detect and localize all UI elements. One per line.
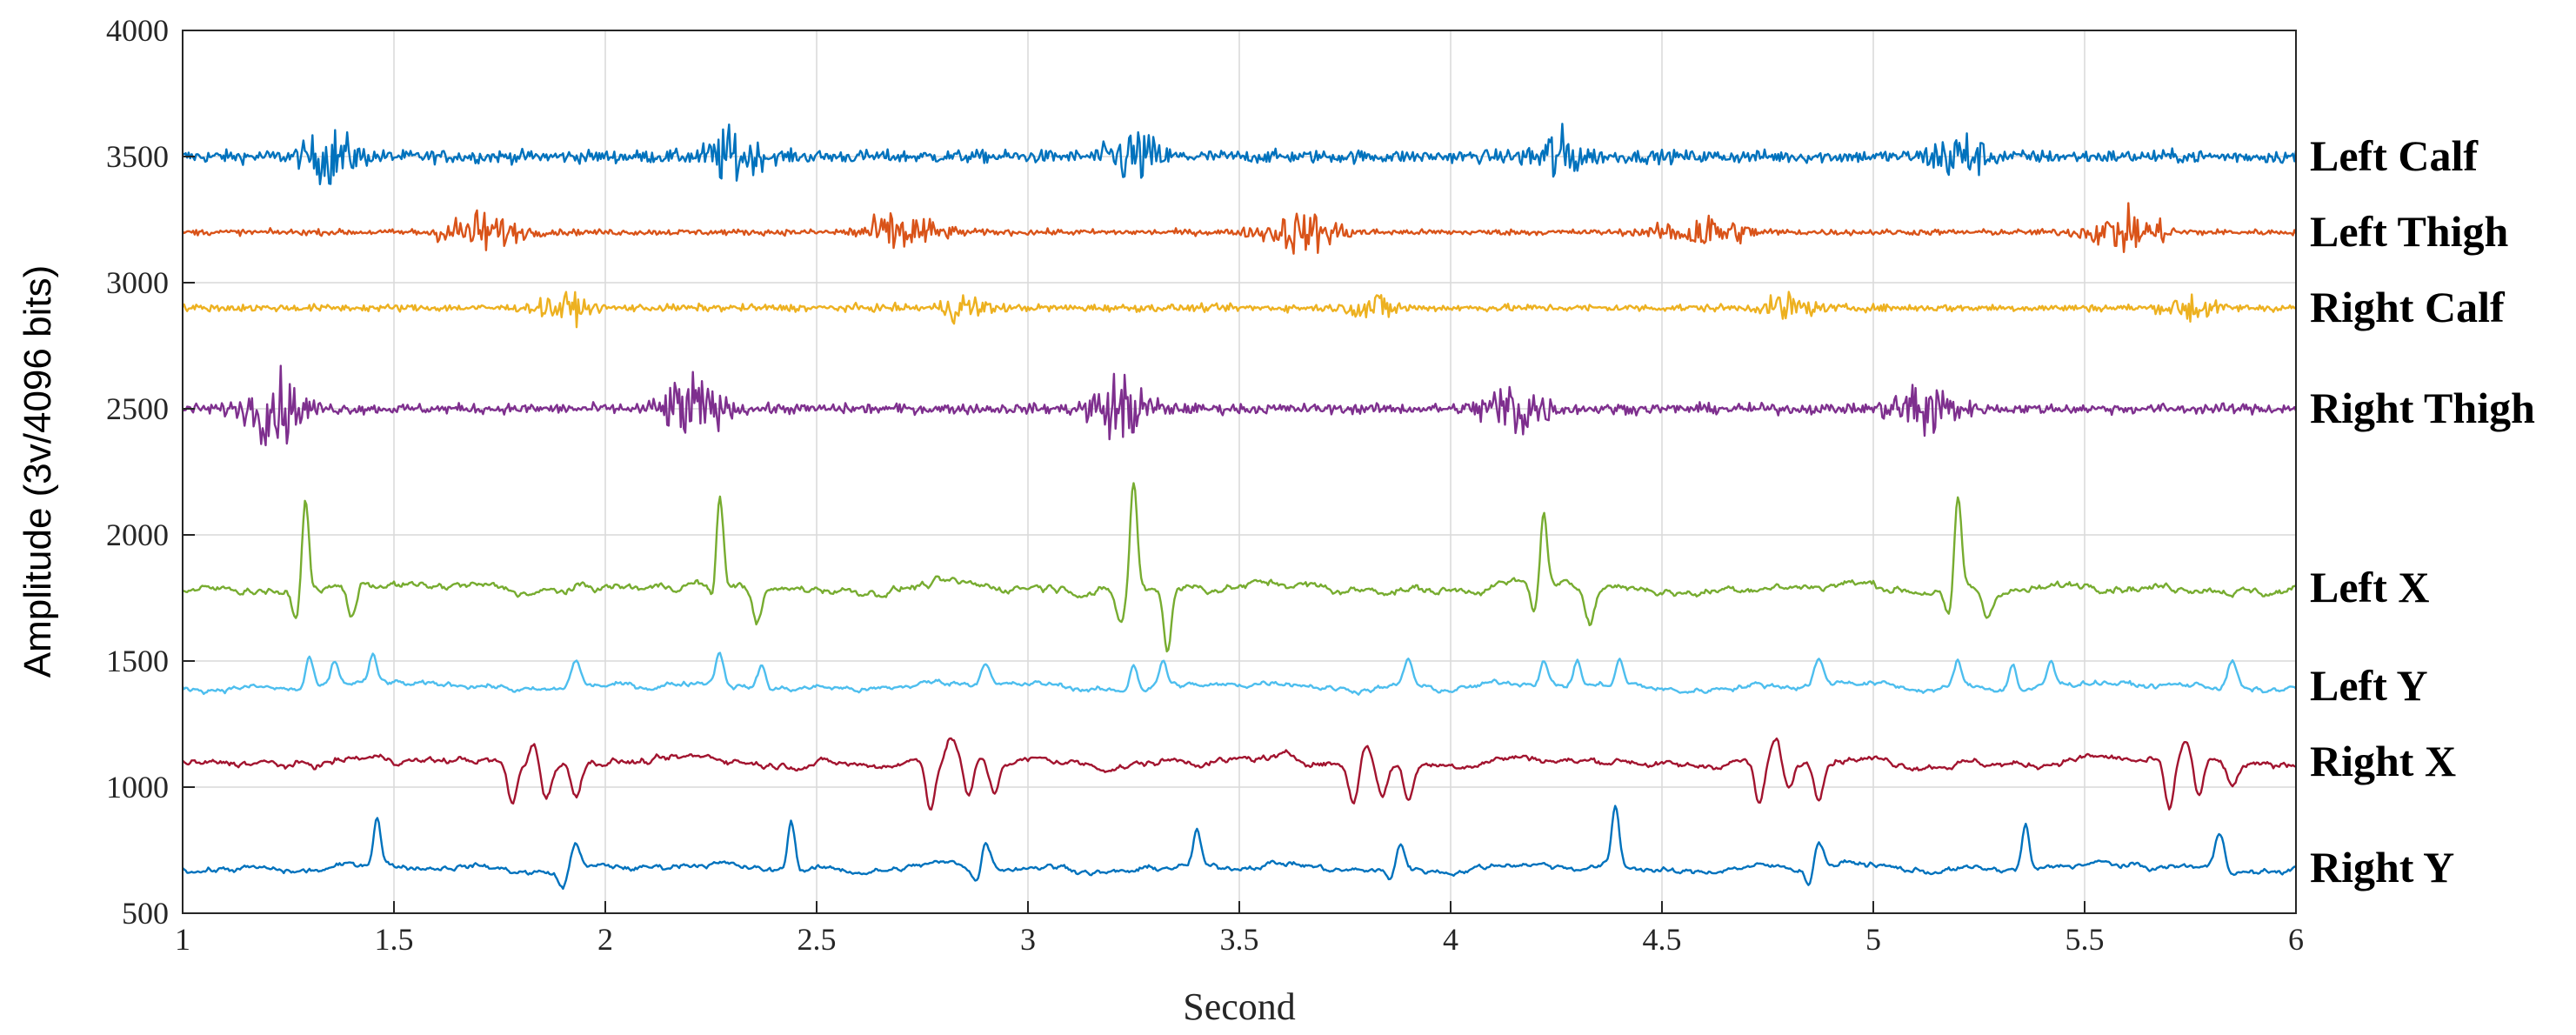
legend-label: Left Calf (2310, 131, 2479, 180)
series-line (182, 123, 2298, 186)
legend-label: Left X (2310, 563, 2429, 611)
legend-label: Right X (2310, 737, 2456, 785)
legend-label: Right Calf (2310, 283, 2506, 331)
x-tick-label: 5 (1865, 922, 1881, 957)
x-tick-label: 6 (2288, 922, 2304, 957)
y-tick-label: 1000 (106, 770, 169, 805)
x-tick-label: 1.5 (375, 922, 414, 957)
legend-label: Left Thigh (2310, 207, 2508, 256)
series-line (181, 651, 2297, 696)
y-tick-label: 2000 (106, 518, 169, 552)
x-tick-label: 2 (597, 922, 613, 957)
y-tick-label: 500 (122, 896, 169, 931)
series-line (181, 290, 2297, 329)
y-tick-label: 2500 (106, 391, 169, 426)
x-tick-label: 3.5 (1220, 922, 1259, 957)
x-axis-label: Second (1183, 985, 1296, 1028)
x-tick-label: 3 (1020, 922, 1036, 957)
x-tick-label: 4.5 (1643, 922, 1682, 957)
series-line (182, 737, 2297, 811)
y-axis-label: Amplitude (3v/4096 bits) (17, 265, 59, 678)
legend: Left Calf Left Thigh Right Calf Right Thigh… (2310, 131, 2535, 891)
series-line (182, 364, 2298, 447)
ticks: 1 1.5 2 2.5 3 3.5 4 4.5 5 5.5 6 500 1000 1500 2000 2500… (106, 13, 2304, 957)
y-tick-label: 1500 (106, 644, 169, 678)
legend-label: Right Y (2310, 843, 2454, 891)
series-line (182, 202, 2298, 255)
legend-label: Left Y (2310, 661, 2428, 710)
x-tick-label: 2.5 (797, 922, 837, 957)
legend-label: Right Thigh (2310, 384, 2535, 432)
series-layer (181, 123, 2298, 890)
y-tick-label: 3000 (106, 265, 169, 300)
series-line (182, 482, 2297, 653)
x-tick-label: 1 (175, 922, 190, 957)
y-tick-label: 3500 (106, 139, 169, 174)
y-tick-label: 4000 (106, 13, 169, 48)
x-tick-label: 4 (1443, 922, 1458, 957)
series-line (182, 805, 2297, 890)
x-tick-label: 5.5 (2065, 922, 2105, 957)
